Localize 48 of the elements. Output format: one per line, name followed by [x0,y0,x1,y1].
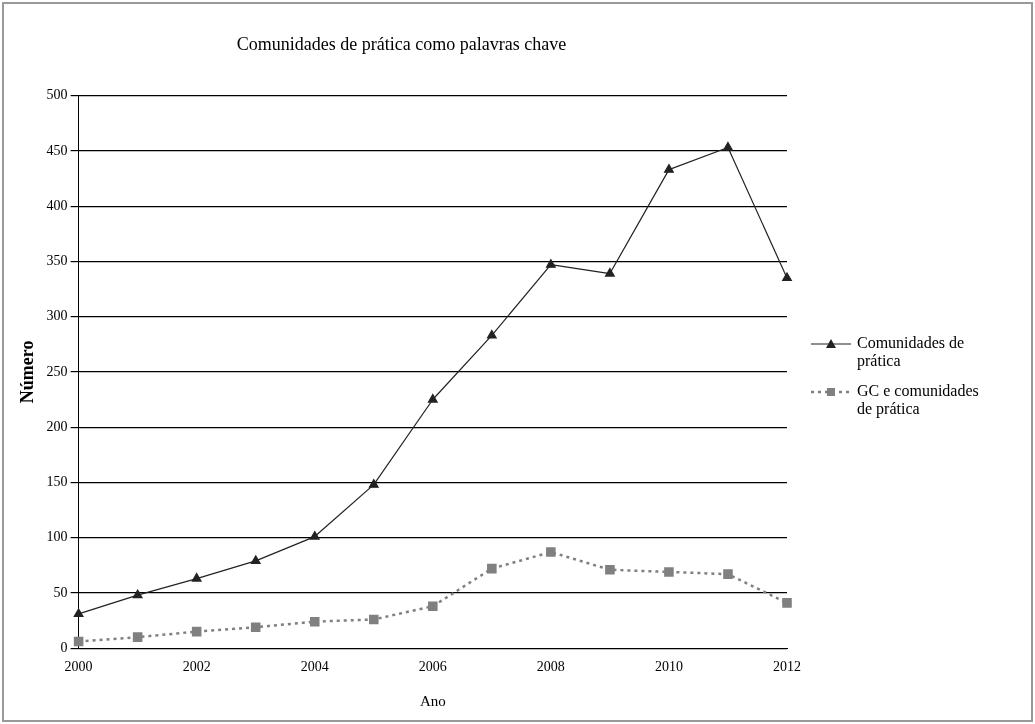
y-axis-title: Número [17,340,38,404]
x-tick-label: 2012 [773,659,801,675]
y-tick-label: 250 [46,363,68,379]
point [546,547,556,557]
point [368,614,379,625]
point [604,267,615,277]
point [132,632,143,642]
legend-label: GC e comunidades de prática [857,382,979,418]
point [723,141,733,151]
point [428,601,438,611]
point [191,626,202,637]
y-tick-label: 400 [46,197,68,213]
y-tick-label: 100 [46,529,68,545]
y-tick-label: 300 [46,308,68,324]
y-tick-label: 350 [46,253,68,269]
x-tick-label: 2010 [654,659,683,675]
point [191,572,202,582]
point [132,589,143,599]
chart-title: Comunidades de prática como palavras chave [236,33,567,54]
x-tick-label: 2008 [536,659,565,675]
y-tick-label: 200 [46,418,68,434]
y-tick-label: 450 [46,142,68,158]
y-tick-label: 500 [46,87,68,103]
point [309,616,320,627]
point [605,564,615,575]
y-tick-label: 0 [60,639,68,655]
point [782,272,792,282]
point [723,569,733,579]
point [486,329,497,339]
point [250,622,261,632]
x-tick-label: 2000 [64,659,93,675]
x-axis-title: Ano [419,692,446,709]
point [487,563,497,574]
point [309,530,320,540]
point [782,598,792,608]
point [250,555,261,564]
point [664,164,674,173]
point [368,479,379,488]
point [427,393,438,403]
x-tick-label: 2004 [300,659,329,675]
x-tick-label: 2002 [182,659,211,675]
point [664,567,674,577]
point [545,259,556,268]
legend-label: Comunidades de prática [857,334,966,370]
x-tick-label: 2006 [418,659,447,675]
y-tick-label: 50 [53,584,68,600]
y-tick-label: 150 [46,474,68,490]
point [73,608,84,618]
